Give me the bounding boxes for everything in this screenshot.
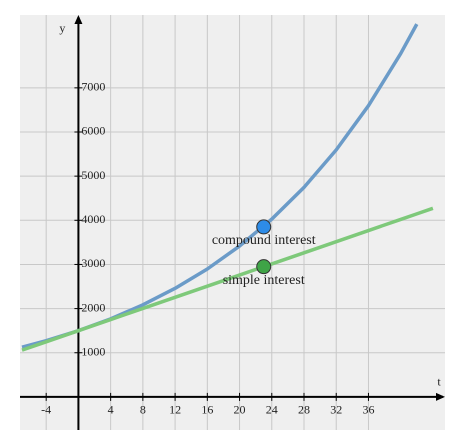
point-label: compound interest [212,233,316,248]
x-tick-label: 4 [108,403,114,417]
x-tick-label: 20 [234,403,246,417]
y-tick-label: 5000 [81,168,105,182]
x-tick-label: 8 [140,403,146,417]
x-tick-label: -4 [41,403,51,417]
x-tick-label: 36 [362,403,374,417]
y-tick-label: 7000 [81,80,105,94]
y-axis-label: y [59,21,65,35]
y-tick-label: 6000 [81,124,105,138]
y-tick-label: 1000 [81,344,105,358]
point [256,219,272,235]
x-axis-label: t [437,375,441,389]
x-axis-arrow [436,392,445,401]
x-tick-label: 12 [169,403,181,417]
plot-background [20,15,445,430]
x-tick-label: 16 [201,403,213,417]
point [256,259,272,275]
point-label: simple interest [223,273,305,288]
y-tick-label: 4000 [81,212,105,226]
x-tick-label: 32 [330,403,342,417]
x-tick-label: 24 [266,403,278,417]
x-tick-label: 28 [298,403,310,417]
y-axis-arrow [74,15,83,24]
series-line [21,206,434,352]
y-tick-label: 3000 [81,256,105,270]
y-tick-label: 2000 [81,300,105,314]
